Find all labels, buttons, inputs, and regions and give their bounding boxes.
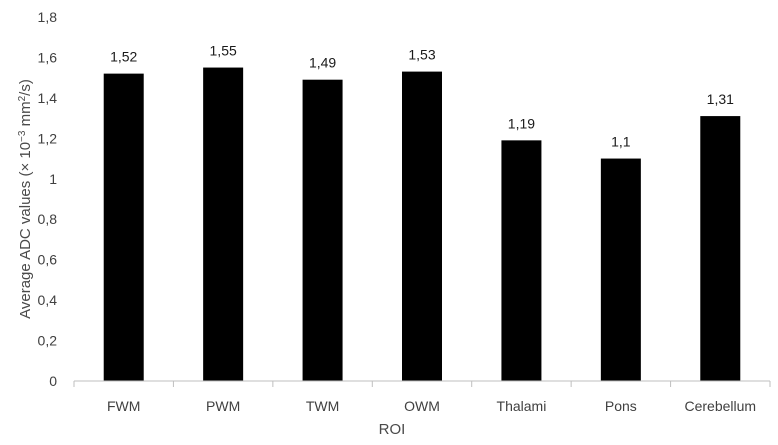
y-axis-title-exponent-1: −3	[17, 130, 28, 142]
x-tick-label: Pons	[605, 398, 637, 414]
y-tick-label: 0,4	[38, 292, 58, 308]
data-label: 1,49	[309, 55, 336, 71]
bar	[302, 79, 343, 381]
y-tick-label: 1,4	[38, 90, 58, 106]
x-axis-ticks: FWM PWM TWM OWM Thalami Pons Cerebellum	[107, 398, 756, 414]
y-tick-label: 1,8	[38, 9, 58, 25]
data-label: 1,55	[210, 43, 237, 59]
x-tick-label: OWM	[404, 398, 440, 414]
data-labels: 1,52 1,55 1,49 1,53 1,19 1,1 1,31	[110, 43, 734, 150]
y-axis-title: Average ADC values (× 10−3 mm2/s)	[17, 79, 35, 319]
y-tick-label: 0	[49, 373, 57, 389]
bar	[402, 71, 442, 381]
bars	[103, 67, 741, 382]
data-label: 1,1	[611, 134, 631, 150]
bar	[203, 67, 244, 382]
data-label: 1,19	[508, 115, 535, 131]
y-tick-label: 0,2	[38, 333, 58, 349]
x-axis-title: ROI	[379, 421, 406, 438]
y-axis-title-middle: mm	[17, 101, 34, 130]
bar	[501, 140, 542, 381]
y-axis-title-exponent-2: 2	[17, 95, 28, 101]
x-tick-label: FWM	[107, 398, 140, 414]
y-axis-title-prefix: Average ADC values (× 10	[17, 142, 34, 319]
data-label: 1,31	[707, 91, 734, 107]
x-tick-label: Thalami	[497, 398, 547, 414]
x-axis	[73, 380, 771, 387]
x-tick-label: PWM	[206, 398, 240, 414]
x-tick-label: Cerebellum	[684, 398, 756, 414]
bar	[600, 158, 641, 381]
data-label: 1,52	[110, 49, 137, 65]
y-tick-label: 1,2	[38, 130, 58, 146]
bar	[700, 116, 741, 381]
bar	[103, 73, 144, 381]
y-tick-label: 0,8	[38, 211, 58, 227]
y-axis-ticks: 0 0,2 0,4 0,6 0,8 1 1,2 1,4 1,6 1,8	[38, 9, 58, 389]
y-tick-label: 0,6	[38, 252, 58, 268]
y-tick-label: 1	[49, 171, 57, 187]
y-tick-label: 1,6	[38, 49, 58, 65]
x-tick-label: TWM	[306, 398, 339, 414]
y-axis-title-suffix: /s)	[17, 79, 34, 96]
data-label: 1,53	[408, 47, 435, 63]
